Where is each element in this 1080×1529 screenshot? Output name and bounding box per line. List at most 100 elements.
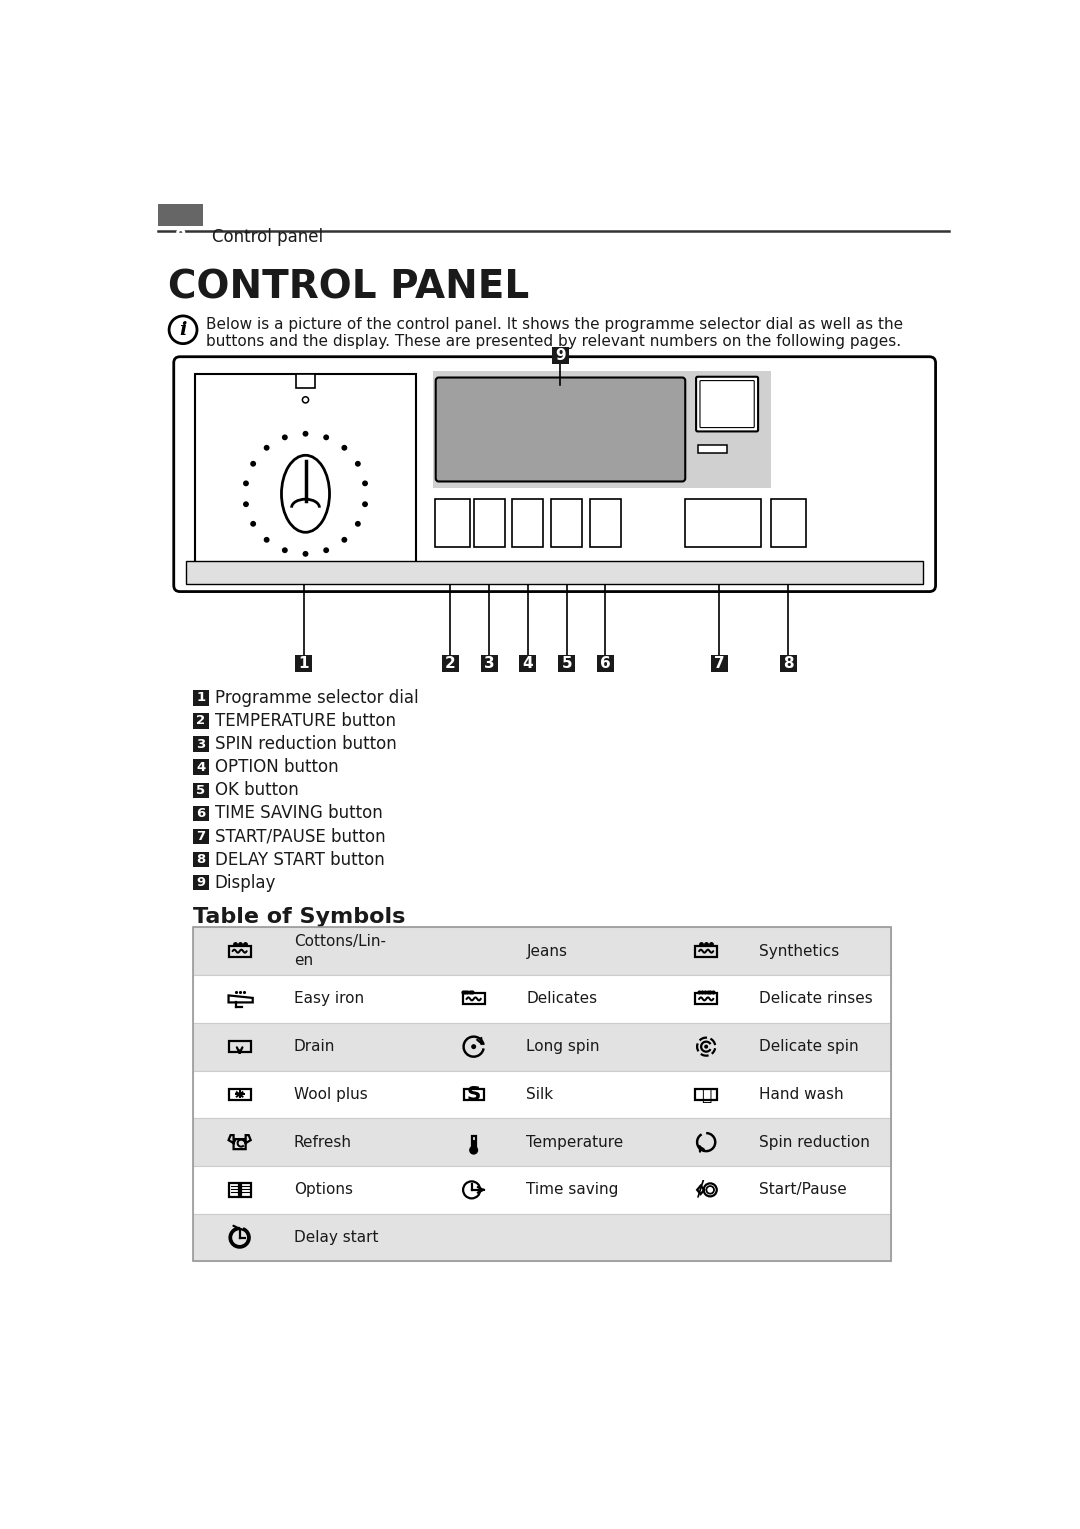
Circle shape [470,1147,477,1154]
Text: 8: 8 [197,853,205,865]
Circle shape [302,550,309,557]
Text: 4: 4 [523,656,534,671]
Circle shape [362,502,368,508]
Text: ✋: ✋ [701,1086,712,1104]
Text: 8: 8 [783,656,794,671]
Bar [193,806,208,821]
Text: 9: 9 [555,347,566,362]
Circle shape [341,537,348,543]
Text: DELAY START button: DELAY START button [215,850,384,868]
Text: 7: 7 [714,656,725,671]
Bar [193,783,208,798]
Text: Control panel: Control panel [213,228,324,246]
Text: Display: Display [215,873,276,891]
Text: START/PAUSE button: START/PAUSE button [215,827,386,846]
Circle shape [243,480,248,486]
Bar [296,654,312,671]
Text: 9: 9 [197,876,205,890]
Text: Delay start: Delay start [294,1231,378,1245]
Bar [193,829,208,844]
Bar [229,1183,239,1197]
Text: Delicate rinses: Delicate rinses [759,991,873,1006]
Bar [195,375,416,570]
Bar [193,737,208,752]
Bar [193,1167,891,1214]
Text: Temperature: Temperature [526,1135,623,1150]
FancyBboxPatch shape [435,378,685,482]
Bar [442,654,459,671]
Text: buttons and the display. These are presented by relevant numbers on the followin: buttons and the display. These are prese… [206,335,902,350]
Text: Spin reduction: Spin reduction [759,1135,869,1150]
Text: Refresh: Refresh [294,1135,352,1150]
Text: Wool plus: Wool plus [294,1087,367,1102]
Text: 5: 5 [562,656,572,671]
Circle shape [323,547,329,553]
Bar [193,713,208,729]
Text: i: i [179,321,187,339]
Bar [193,1118,891,1167]
Text: Easy iron: Easy iron [294,991,364,1006]
Text: OPTION button: OPTION button [215,758,338,777]
Text: Start/Pause: Start/Pause [759,1182,847,1197]
Bar [551,498,582,547]
Text: 4: 4 [197,760,205,774]
Text: Silk: Silk [526,1087,554,1102]
Circle shape [341,445,348,451]
Text: Long spin: Long spin [526,1040,599,1053]
Bar [519,654,537,671]
Text: 1: 1 [197,691,205,705]
Text: Delicate spin: Delicate spin [759,1040,859,1053]
Text: 6: 6 [600,656,611,671]
Text: 7: 7 [197,830,205,842]
Bar [780,654,797,671]
Text: Drain: Drain [294,1040,335,1053]
Text: CONTROL PANEL: CONTROL PANEL [167,268,529,306]
Circle shape [282,434,287,440]
Bar [193,1070,891,1118]
Bar [193,927,891,1261]
Text: 8: 8 [175,228,187,246]
Bar [241,1183,251,1197]
Bar [193,852,208,867]
Bar [552,347,569,364]
Circle shape [282,547,287,553]
Circle shape [302,396,309,404]
Circle shape [264,445,270,451]
Circle shape [362,480,368,486]
Bar [472,1141,475,1150]
Text: 3: 3 [484,656,495,671]
Bar [193,976,891,1023]
Text: Cottons/Lin-
en: Cottons/Lin- en [294,934,386,968]
Circle shape [471,1044,476,1049]
Text: 5: 5 [197,784,205,797]
Text: Programme selector dial: Programme selector dial [215,690,418,706]
Bar [193,875,208,890]
Circle shape [355,460,361,466]
Bar [159,205,203,226]
Circle shape [264,537,270,543]
Text: Hand wash: Hand wash [759,1087,843,1102]
Bar [296,375,314,388]
Bar [433,372,770,488]
Text: Below is a picture of the control panel. It shows the programme selector dial as: Below is a picture of the control panel.… [206,318,904,332]
Bar [597,654,613,671]
Text: Synthetics: Synthetics [759,943,839,959]
Text: Jeans: Jeans [526,943,567,959]
Bar [558,654,576,671]
Circle shape [251,460,256,466]
Text: TIME SAVING button: TIME SAVING button [215,804,382,823]
Bar [435,498,470,547]
Circle shape [251,521,256,528]
Bar [193,1214,891,1261]
Circle shape [323,434,329,440]
Text: Table of Symbols: Table of Symbols [193,907,405,927]
Bar [481,654,498,671]
Bar [474,498,504,547]
Circle shape [704,1044,708,1049]
Bar [193,1023,891,1070]
FancyBboxPatch shape [697,376,758,431]
Text: Delicates: Delicates [526,991,597,1006]
Text: 1: 1 [299,656,309,671]
Circle shape [355,521,361,528]
Bar [512,498,543,547]
